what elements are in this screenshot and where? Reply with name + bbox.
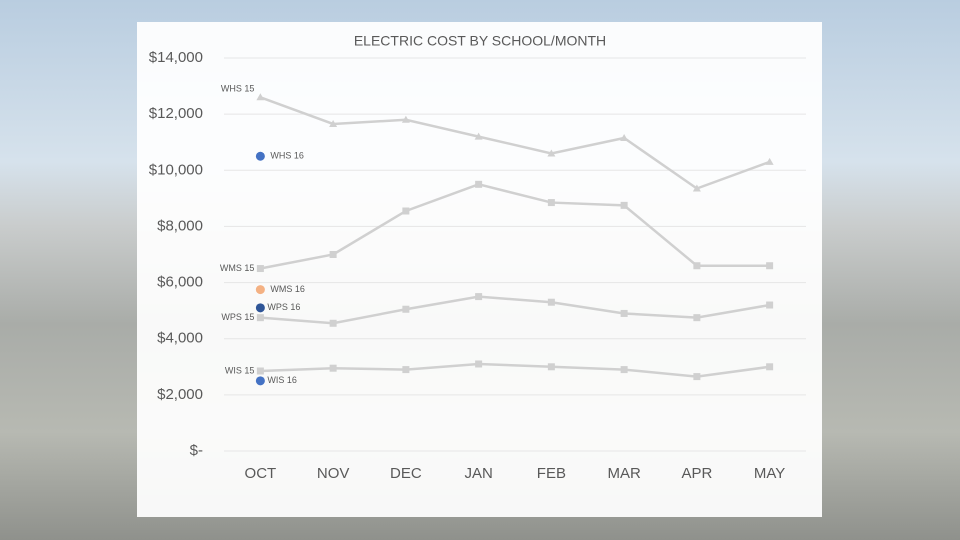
- x-tick-label: MAY: [754, 465, 785, 482]
- marker: [693, 373, 701, 381]
- marker: [547, 298, 555, 306]
- marker: [255, 285, 265, 295]
- marker: [692, 184, 701, 192]
- data-label: WHS 15: [221, 84, 255, 94]
- marker: [620, 201, 628, 209]
- marker: [693, 262, 701, 270]
- marker: [766, 262, 774, 270]
- marker: [620, 366, 628, 374]
- series-line: [260, 362, 770, 378]
- marker: [693, 314, 701, 322]
- series-line: [260, 295, 770, 325]
- marker: [256, 367, 264, 375]
- marker: [547, 149, 556, 157]
- series-line: [259, 96, 771, 190]
- y-tick-label: $6,000: [157, 274, 203, 291]
- marker: [475, 180, 483, 188]
- marker: [765, 157, 774, 165]
- y-tick-label: $14,000: [149, 49, 203, 66]
- marker: [255, 151, 265, 161]
- marker: [256, 265, 264, 273]
- data-label: WMS 16: [270, 284, 305, 294]
- x-tick-label: DEC: [390, 465, 422, 482]
- x-tick-label: FEB: [537, 465, 566, 482]
- data-label: WPS 15: [221, 312, 254, 322]
- marker: [475, 293, 483, 301]
- marker: [766, 363, 774, 371]
- series-line: [260, 183, 770, 270]
- data-label: WIS 15: [225, 365, 255, 375]
- marker: [547, 363, 555, 371]
- marker: [256, 314, 264, 322]
- marker: [402, 305, 410, 313]
- marker: [329, 119, 338, 127]
- marker: [401, 115, 410, 123]
- y-tick-label: $-: [190, 442, 203, 459]
- marker: [402, 207, 410, 215]
- x-tick-label: MAR: [607, 465, 641, 482]
- marker: [547, 199, 555, 207]
- y-tick-label: $4,000: [157, 330, 203, 347]
- y-tick-label: $10,000: [149, 161, 203, 178]
- x-tick-label: NOV: [317, 465, 350, 482]
- chart-panel: [137, 22, 822, 517]
- data-label: WMS 15: [220, 263, 255, 273]
- x-tick-label: APR: [681, 465, 712, 482]
- marker: [255, 376, 265, 386]
- marker: [766, 301, 774, 309]
- marker: [329, 251, 337, 258]
- y-tick-label: $2,000: [157, 386, 203, 403]
- chart-title: ELECTRIC COST BY SCHOOL/MONTH: [354, 33, 606, 49]
- y-tick-label: $12,000: [149, 105, 203, 122]
- x-tick-label: JAN: [464, 465, 492, 482]
- data-label: WHS 16: [270, 151, 304, 161]
- data-label: WIS 16: [267, 375, 297, 385]
- marker: [256, 93, 265, 101]
- marker: [620, 309, 628, 317]
- marker: [402, 366, 410, 374]
- marker: [474, 132, 483, 140]
- y-tick-label: $8,000: [157, 217, 203, 234]
- marker: [475, 360, 483, 368]
- marker: [329, 319, 337, 327]
- x-tick-label: OCT: [245, 465, 277, 482]
- marker: [329, 364, 337, 372]
- marker: [255, 303, 265, 313]
- marker: [620, 134, 629, 142]
- data-label: WPS 16: [267, 302, 300, 312]
